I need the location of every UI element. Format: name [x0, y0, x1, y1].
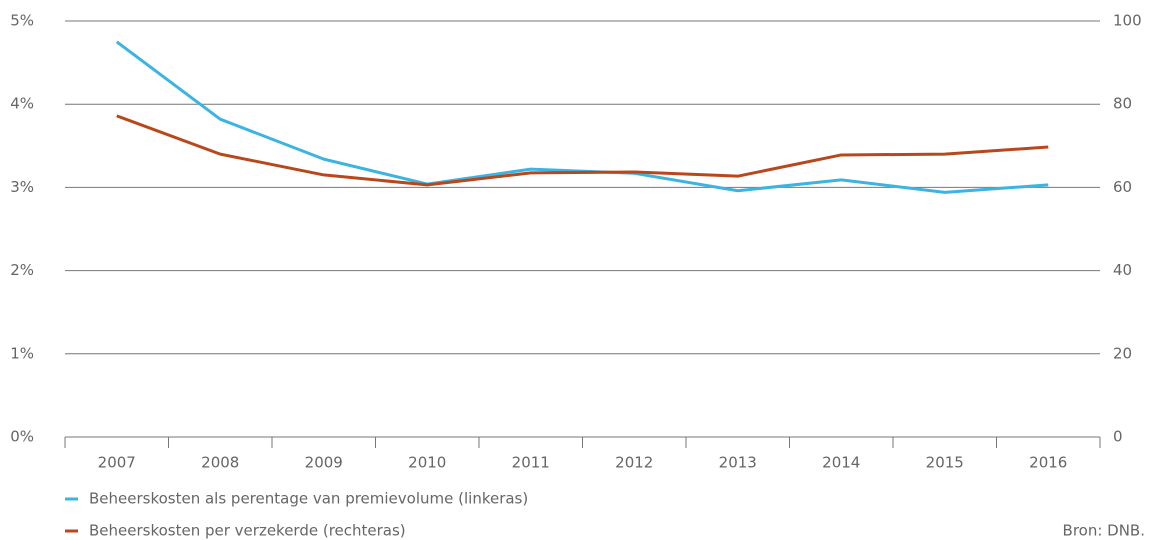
- x-tick-label: 2011: [512, 454, 550, 472]
- x-tick-label: 2016: [1029, 454, 1067, 472]
- series-line: [115, 40, 1049, 194]
- y2-tick-label: 100: [1113, 12, 1142, 30]
- y-tick-label: 5%: [10, 12, 34, 30]
- y2-tick-label: 60: [1113, 178, 1132, 196]
- x-tick-label: 2008: [201, 454, 239, 472]
- y2-tick-label: 80: [1113, 95, 1132, 113]
- x-tick-label: 2009: [305, 454, 343, 472]
- legend-label: Beheerskosten per verzekerde (rechteras): [89, 522, 406, 540]
- y-tick-label: 0%: [10, 428, 34, 446]
- y2-tick-label: 0: [1113, 428, 1123, 446]
- x-tick-label: 2013: [719, 454, 757, 472]
- y-tick-label: 3%: [10, 178, 34, 196]
- x-tick-label: 2014: [822, 454, 860, 472]
- y-tick-label: 2%: [10, 261, 34, 279]
- y2-tick-label: 20: [1113, 344, 1132, 362]
- source: Bron: DNB.: [1063, 522, 1145, 540]
- legend-label: Beheerskosten als perentage van premievo…: [89, 490, 528, 508]
- x-tick-label: 2015: [926, 454, 964, 472]
- y-tick-label: 1%: [10, 344, 34, 362]
- x-tick-label: 2012: [615, 454, 653, 472]
- x-tick-label: 2007: [98, 454, 136, 472]
- x-tick-label: 2010: [408, 454, 446, 472]
- y-tick-label: 4%: [10, 95, 34, 113]
- y2-tick-label: 40: [1113, 261, 1132, 279]
- series-line: [116, 114, 1049, 187]
